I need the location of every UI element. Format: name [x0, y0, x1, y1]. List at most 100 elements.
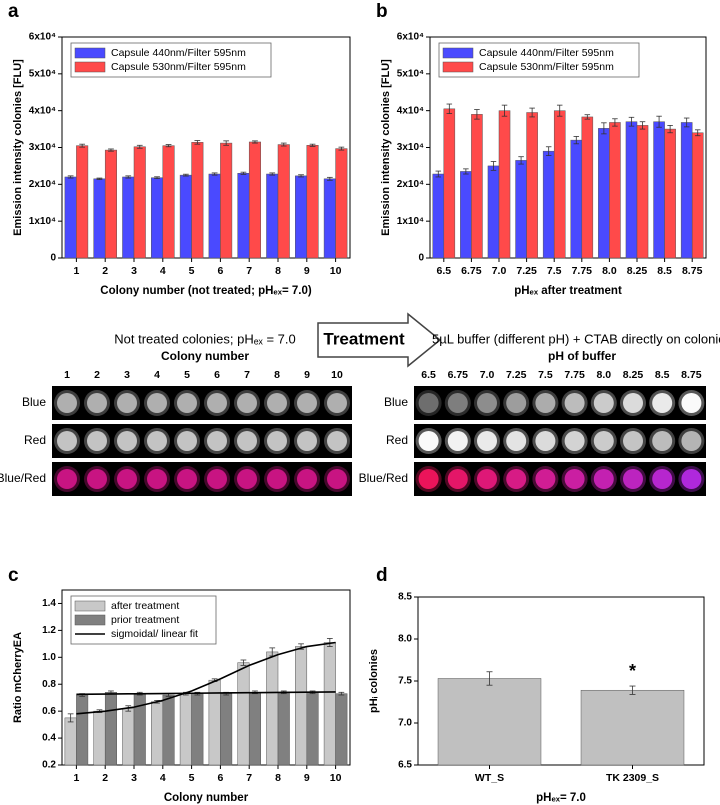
column-label: 5 [184, 369, 190, 381]
x-tick-label: 2 [102, 265, 108, 277]
x-tick-label: 9 [304, 265, 310, 277]
bar [636, 125, 649, 259]
y-tick-label: 2x10⁴ [29, 179, 56, 190]
colony [506, 431, 527, 451]
x-tick-label: 7.25 [516, 265, 537, 277]
bar [460, 171, 472, 259]
legend-label: sigmoidal/ linear fit [111, 628, 198, 640]
error-bar [269, 172, 276, 176]
colony [477, 393, 497, 413]
colony [297, 393, 317, 413]
column-label: 6.75 [448, 369, 469, 381]
row-label: Blue/Red [359, 471, 408, 485]
fit-line [76, 641, 336, 715]
bar [653, 121, 665, 259]
error-bar [125, 175, 132, 179]
bar [471, 114, 483, 259]
colony [418, 431, 439, 451]
colony [237, 431, 257, 451]
y-tick-label: 2x10⁴ [397, 179, 424, 190]
y-axis-label: pHᵢ colonies [368, 649, 380, 713]
plot-frame [61, 589, 351, 766]
x-tick-label: TK 2309_S [606, 772, 659, 784]
legend-label: Capsule 530nm/Filter 595nm [111, 61, 246, 73]
bar [570, 139, 583, 259]
colony [418, 393, 439, 413]
x-tick-label: 7.75 [572, 265, 593, 277]
panel-label: a [8, 1, 19, 22]
x-tick-label: 7 [246, 265, 252, 277]
bar [542, 150, 555, 259]
x-tick-label: 6 [217, 772, 223, 784]
error-bar [529, 107, 535, 118]
error-bar [223, 140, 230, 146]
bar [581, 116, 594, 259]
x-tick-label: 8.0 [602, 265, 617, 277]
error-bar [656, 115, 662, 128]
colony [177, 393, 197, 413]
bar [104, 149, 117, 259]
colony [267, 431, 287, 451]
x-tick-label: 10 [330, 265, 342, 277]
error-bar [96, 177, 103, 180]
imaging-axis-title: pH of buffer [548, 349, 616, 363]
x-tick-label: 3 [131, 772, 137, 784]
column-label: 6 [214, 369, 220, 381]
imaging-title: Not treated colonies; pHₑₓ = 7.0 [114, 331, 295, 346]
column-label: 10 [331, 369, 343, 381]
column-label: 3 [124, 369, 130, 381]
y-tick-label: 0 [50, 253, 56, 264]
colony [117, 393, 137, 413]
error-bar [280, 142, 287, 147]
error-bar [628, 116, 635, 127]
bar [220, 142, 233, 259]
legend-swatch [74, 614, 106, 626]
row-label: Blue [384, 395, 408, 409]
legend-swatch [442, 47, 474, 59]
colony [477, 431, 497, 451]
error-bar [338, 146, 345, 151]
colony [237, 469, 257, 489]
colony [207, 393, 227, 413]
x-axis-label: Colony number (not treated; pHₑₓ= 7.0) [100, 285, 312, 297]
annotation: * [629, 661, 636, 681]
bar [295, 646, 308, 766]
legend-swatch [74, 47, 106, 59]
y-tick-label: 0.2 [42, 760, 56, 771]
colony [297, 469, 317, 489]
error-bar [694, 129, 701, 137]
column-label: 7.5 [538, 369, 553, 381]
bar [191, 693, 204, 766]
colony [207, 431, 227, 451]
bar [266, 173, 279, 259]
column-label: 2 [94, 369, 100, 381]
x-tick-label: WT_S [475, 772, 504, 784]
error-bar [165, 144, 172, 148]
bar [498, 110, 511, 259]
colony [147, 393, 167, 413]
colony [652, 431, 673, 451]
x-tick-label: 5 [189, 772, 195, 784]
y-tick-label: 7.5 [398, 676, 412, 687]
legend-label: after treatment [111, 600, 179, 612]
x-axis-label: Colony number [164, 792, 249, 804]
bar [122, 708, 135, 766]
x-tick-label: 7.0 [492, 265, 507, 277]
bar [151, 177, 164, 259]
x-tick-label: 1 [73, 772, 79, 784]
bar [515, 160, 527, 259]
colony [267, 393, 287, 413]
bar [220, 693, 233, 766]
colony [267, 469, 287, 489]
x-tick-label: 8.25 [627, 265, 648, 277]
column-label: 4 [154, 369, 160, 381]
panel-label: b [376, 1, 388, 22]
legend-swatch [74, 600, 106, 612]
column-label: 9 [304, 369, 310, 381]
error-bar [67, 175, 74, 179]
bar [237, 173, 250, 259]
bar [526, 112, 538, 259]
error-bar [501, 104, 508, 117]
error-bar [573, 136, 580, 145]
y-tick-label: 1.0 [42, 652, 56, 663]
